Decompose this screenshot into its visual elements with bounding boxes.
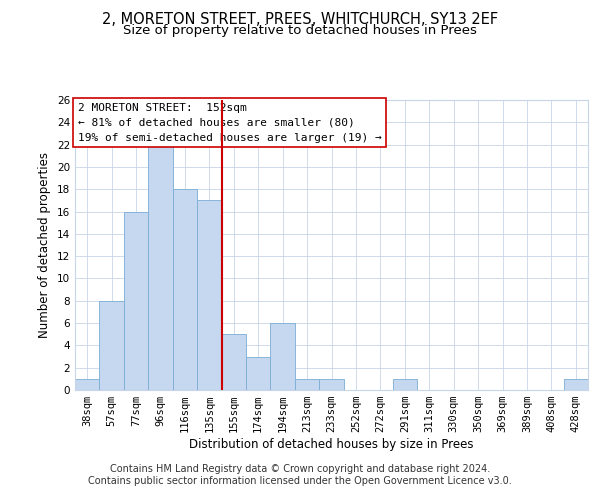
Bar: [197, 200, 221, 390]
Bar: [246, 356, 271, 390]
Text: 2, MORETON STREET, PREES, WHITCHURCH, SY13 2EF: 2, MORETON STREET, PREES, WHITCHURCH, SY…: [102, 12, 498, 28]
Bar: [124, 212, 148, 390]
Bar: [173, 189, 197, 390]
Bar: [295, 379, 319, 390]
Bar: [75, 379, 100, 390]
Text: Size of property relative to detached houses in Prees: Size of property relative to detached ho…: [123, 24, 477, 37]
X-axis label: Distribution of detached houses by size in Prees: Distribution of detached houses by size …: [189, 438, 474, 451]
Text: Contains public sector information licensed under the Open Government Licence v3: Contains public sector information licen…: [88, 476, 512, 486]
Bar: [319, 379, 344, 390]
Y-axis label: Number of detached properties: Number of detached properties: [38, 152, 52, 338]
Bar: [271, 323, 295, 390]
Text: 2 MORETON STREET:  152sqm
← 81% of detached houses are smaller (80)
19% of semi-: 2 MORETON STREET: 152sqm ← 81% of detach…: [77, 103, 382, 142]
Bar: [392, 379, 417, 390]
Bar: [148, 144, 173, 390]
Bar: [221, 334, 246, 390]
Bar: [563, 379, 588, 390]
Text: Contains HM Land Registry data © Crown copyright and database right 2024.: Contains HM Land Registry data © Crown c…: [110, 464, 490, 474]
Bar: [100, 301, 124, 390]
